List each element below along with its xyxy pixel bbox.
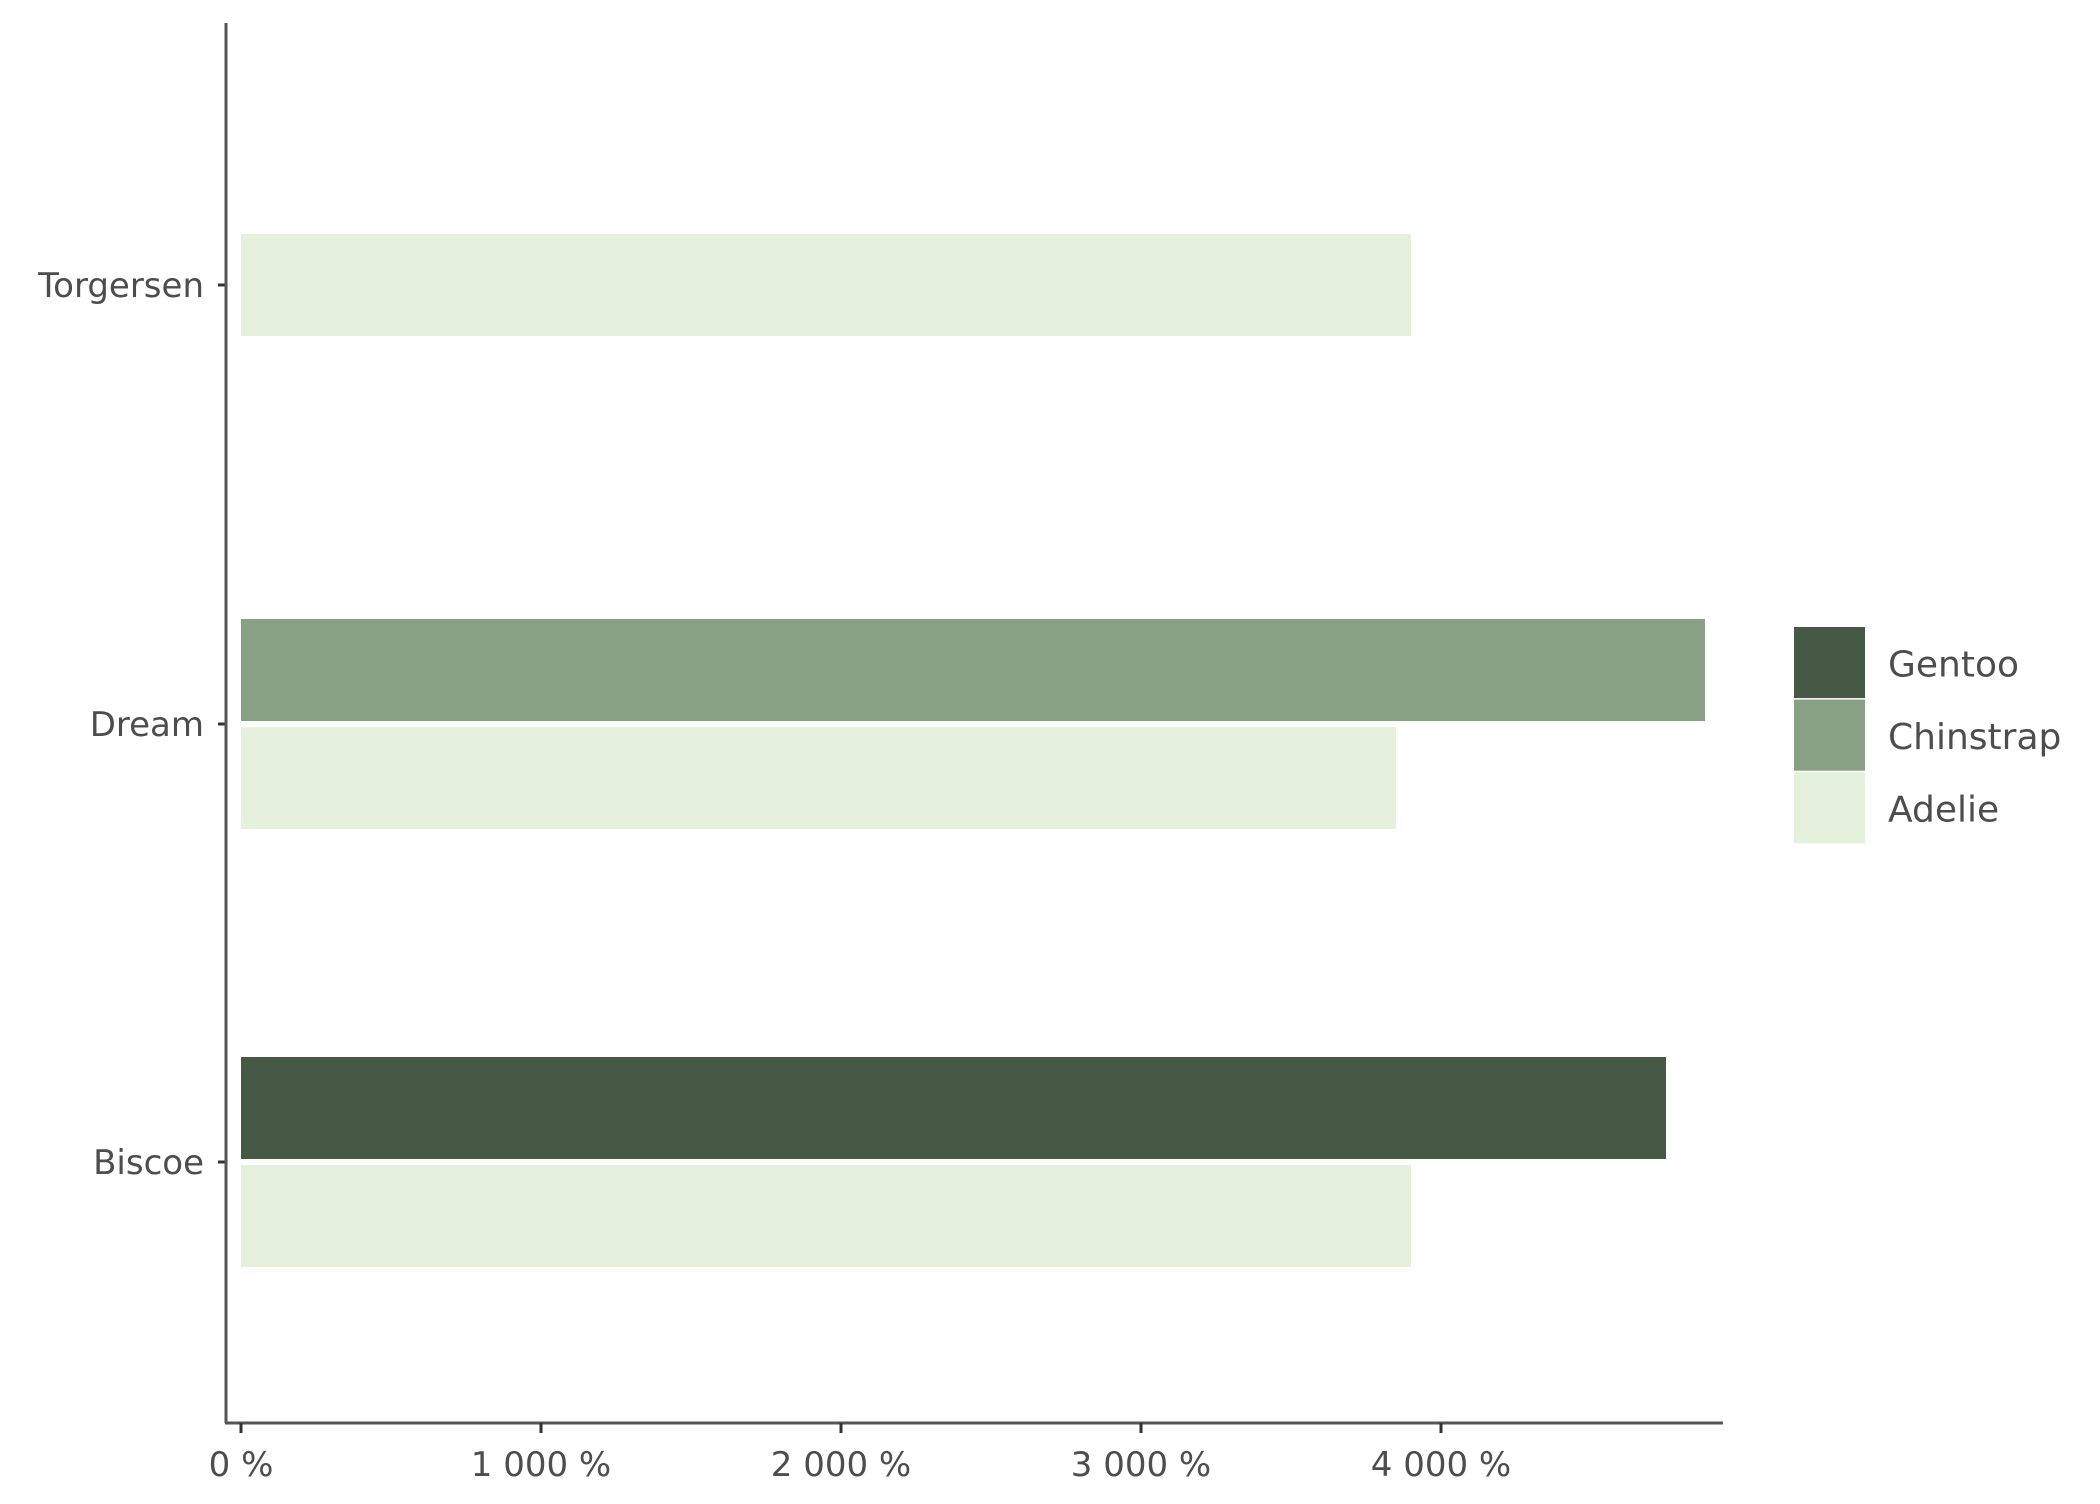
legend-label: Gentoo bbox=[1888, 644, 2019, 685]
y-tick-label: Biscoe bbox=[93, 1143, 204, 1183]
legend-label: Adelie bbox=[1888, 790, 1999, 831]
x-tick-label: 1 000 % bbox=[471, 1445, 611, 1485]
legend-key-adelie bbox=[1794, 772, 1865, 844]
legend-key-gentoo bbox=[1794, 627, 1865, 699]
bar-dream-adelie bbox=[241, 727, 1396, 829]
y-tick-label: Dream bbox=[90, 705, 204, 745]
bar-biscoe-gentoo bbox=[241, 1057, 1666, 1159]
x-tick-label: 0 % bbox=[209, 1445, 274, 1485]
y-tick-label: Torgersen bbox=[37, 266, 204, 306]
legend-key-chinstrap bbox=[1794, 699, 1865, 771]
legend-label: Chinstrap bbox=[1888, 717, 2061, 758]
bar-dream-chinstrap bbox=[241, 619, 1705, 721]
x-tick-label: 3 000 % bbox=[1071, 1445, 1211, 1485]
x-tick-label: 4 000 % bbox=[1371, 1445, 1511, 1485]
x-tick-label: 2 000 % bbox=[771, 1445, 911, 1485]
bar-torgersen-adelie bbox=[241, 234, 1411, 336]
bar-biscoe-adelie bbox=[241, 1165, 1411, 1267]
